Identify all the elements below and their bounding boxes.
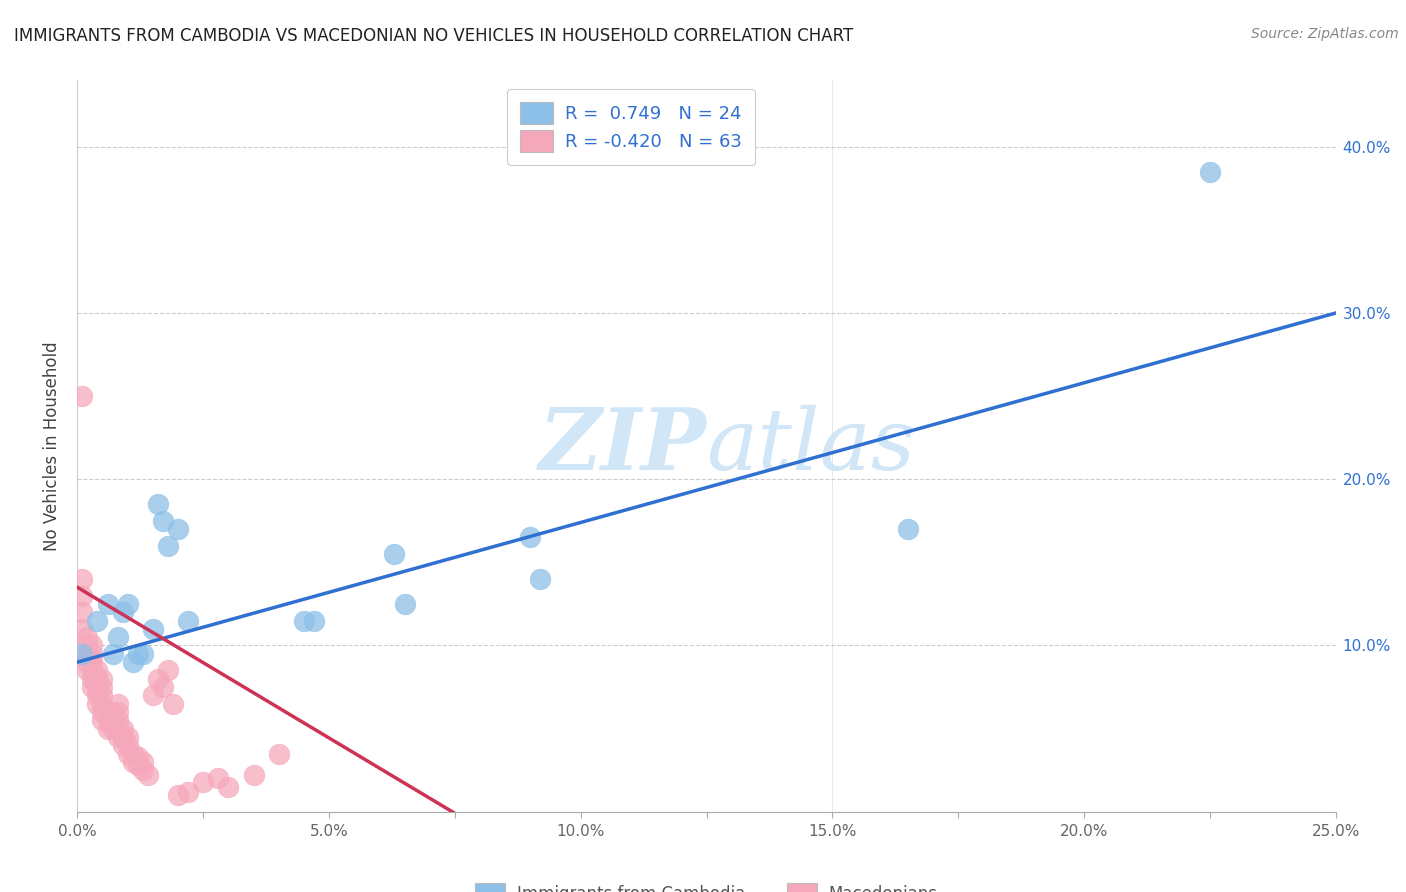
Point — [302, 614, 325, 628]
Point — [136, 768, 159, 782]
Point — [76, 630, 98, 644]
Point — [101, 647, 124, 661]
Point — [384, 547, 406, 561]
Point — [86, 697, 108, 711]
Point — [76, 639, 98, 653]
Point — [162, 697, 184, 711]
Point — [91, 689, 114, 703]
Point — [207, 772, 229, 786]
Point — [107, 722, 129, 736]
Text: ZIP: ZIP — [538, 404, 707, 488]
Legend: Immigrants from Cambodia, Macedonians: Immigrants from Cambodia, Macedonians — [467, 875, 946, 892]
Point — [146, 672, 169, 686]
Point — [529, 572, 551, 586]
Point — [86, 689, 108, 703]
Point — [519, 530, 541, 544]
Point — [217, 780, 239, 794]
Text: IMMIGRANTS FROM CAMBODIA VS MACEDONIAN NO VEHICLES IN HOUSEHOLD CORRELATION CHAR: IMMIGRANTS FROM CAMBODIA VS MACEDONIAN N… — [14, 27, 853, 45]
Point — [167, 522, 190, 536]
Point — [152, 514, 174, 528]
Point — [107, 705, 129, 719]
Point — [96, 722, 118, 736]
Point — [177, 614, 200, 628]
Point — [142, 622, 165, 636]
Point — [107, 714, 129, 728]
Point — [152, 680, 174, 694]
Point — [127, 758, 149, 772]
Point — [117, 730, 139, 744]
Point — [1199, 164, 1222, 178]
Point — [72, 572, 94, 586]
Point — [91, 672, 114, 686]
Point — [72, 605, 94, 619]
Point — [86, 672, 108, 686]
Point — [107, 697, 129, 711]
Y-axis label: No Vehicles in Household: No Vehicles in Household — [44, 341, 62, 551]
Point — [82, 655, 104, 669]
Point — [101, 714, 124, 728]
Point — [91, 705, 114, 719]
Point — [191, 774, 215, 789]
Point — [107, 630, 129, 644]
Point — [132, 755, 155, 769]
Point — [76, 655, 98, 669]
Point — [82, 639, 104, 653]
Point — [121, 755, 143, 769]
Point — [82, 672, 104, 686]
Point — [121, 747, 143, 761]
Point — [111, 730, 134, 744]
Point — [86, 614, 108, 628]
Point — [86, 680, 108, 694]
Point — [101, 705, 124, 719]
Point — [156, 664, 179, 678]
Text: atlas: atlas — [707, 405, 915, 487]
Point — [76, 664, 98, 678]
Point — [111, 605, 134, 619]
Point — [177, 785, 200, 799]
Point — [117, 597, 139, 611]
Point — [72, 647, 94, 661]
Point — [96, 597, 118, 611]
Point — [142, 689, 165, 703]
Point — [111, 722, 134, 736]
Point — [292, 614, 315, 628]
Point — [127, 647, 149, 661]
Point — [91, 697, 114, 711]
Point — [96, 714, 118, 728]
Point — [91, 680, 114, 694]
Point — [91, 714, 114, 728]
Text: Source: ZipAtlas.com: Source: ZipAtlas.com — [1251, 27, 1399, 41]
Point — [111, 738, 134, 752]
Point — [82, 664, 104, 678]
Point — [132, 763, 155, 777]
Point — [146, 497, 169, 511]
Point — [82, 647, 104, 661]
Point — [117, 738, 139, 752]
Point — [72, 589, 94, 603]
Point — [167, 788, 190, 802]
Point — [76, 647, 98, 661]
Point — [82, 680, 104, 694]
Point — [156, 539, 179, 553]
Point — [127, 749, 149, 764]
Point — [242, 768, 264, 782]
Point — [72, 389, 94, 403]
Point — [117, 747, 139, 761]
Point — [132, 647, 155, 661]
Point — [897, 522, 920, 536]
Point — [101, 722, 124, 736]
Point — [96, 705, 118, 719]
Point — [267, 747, 290, 761]
Point — [107, 730, 129, 744]
Point — [72, 622, 94, 636]
Point — [121, 655, 143, 669]
Point — [86, 664, 108, 678]
Point — [394, 597, 416, 611]
